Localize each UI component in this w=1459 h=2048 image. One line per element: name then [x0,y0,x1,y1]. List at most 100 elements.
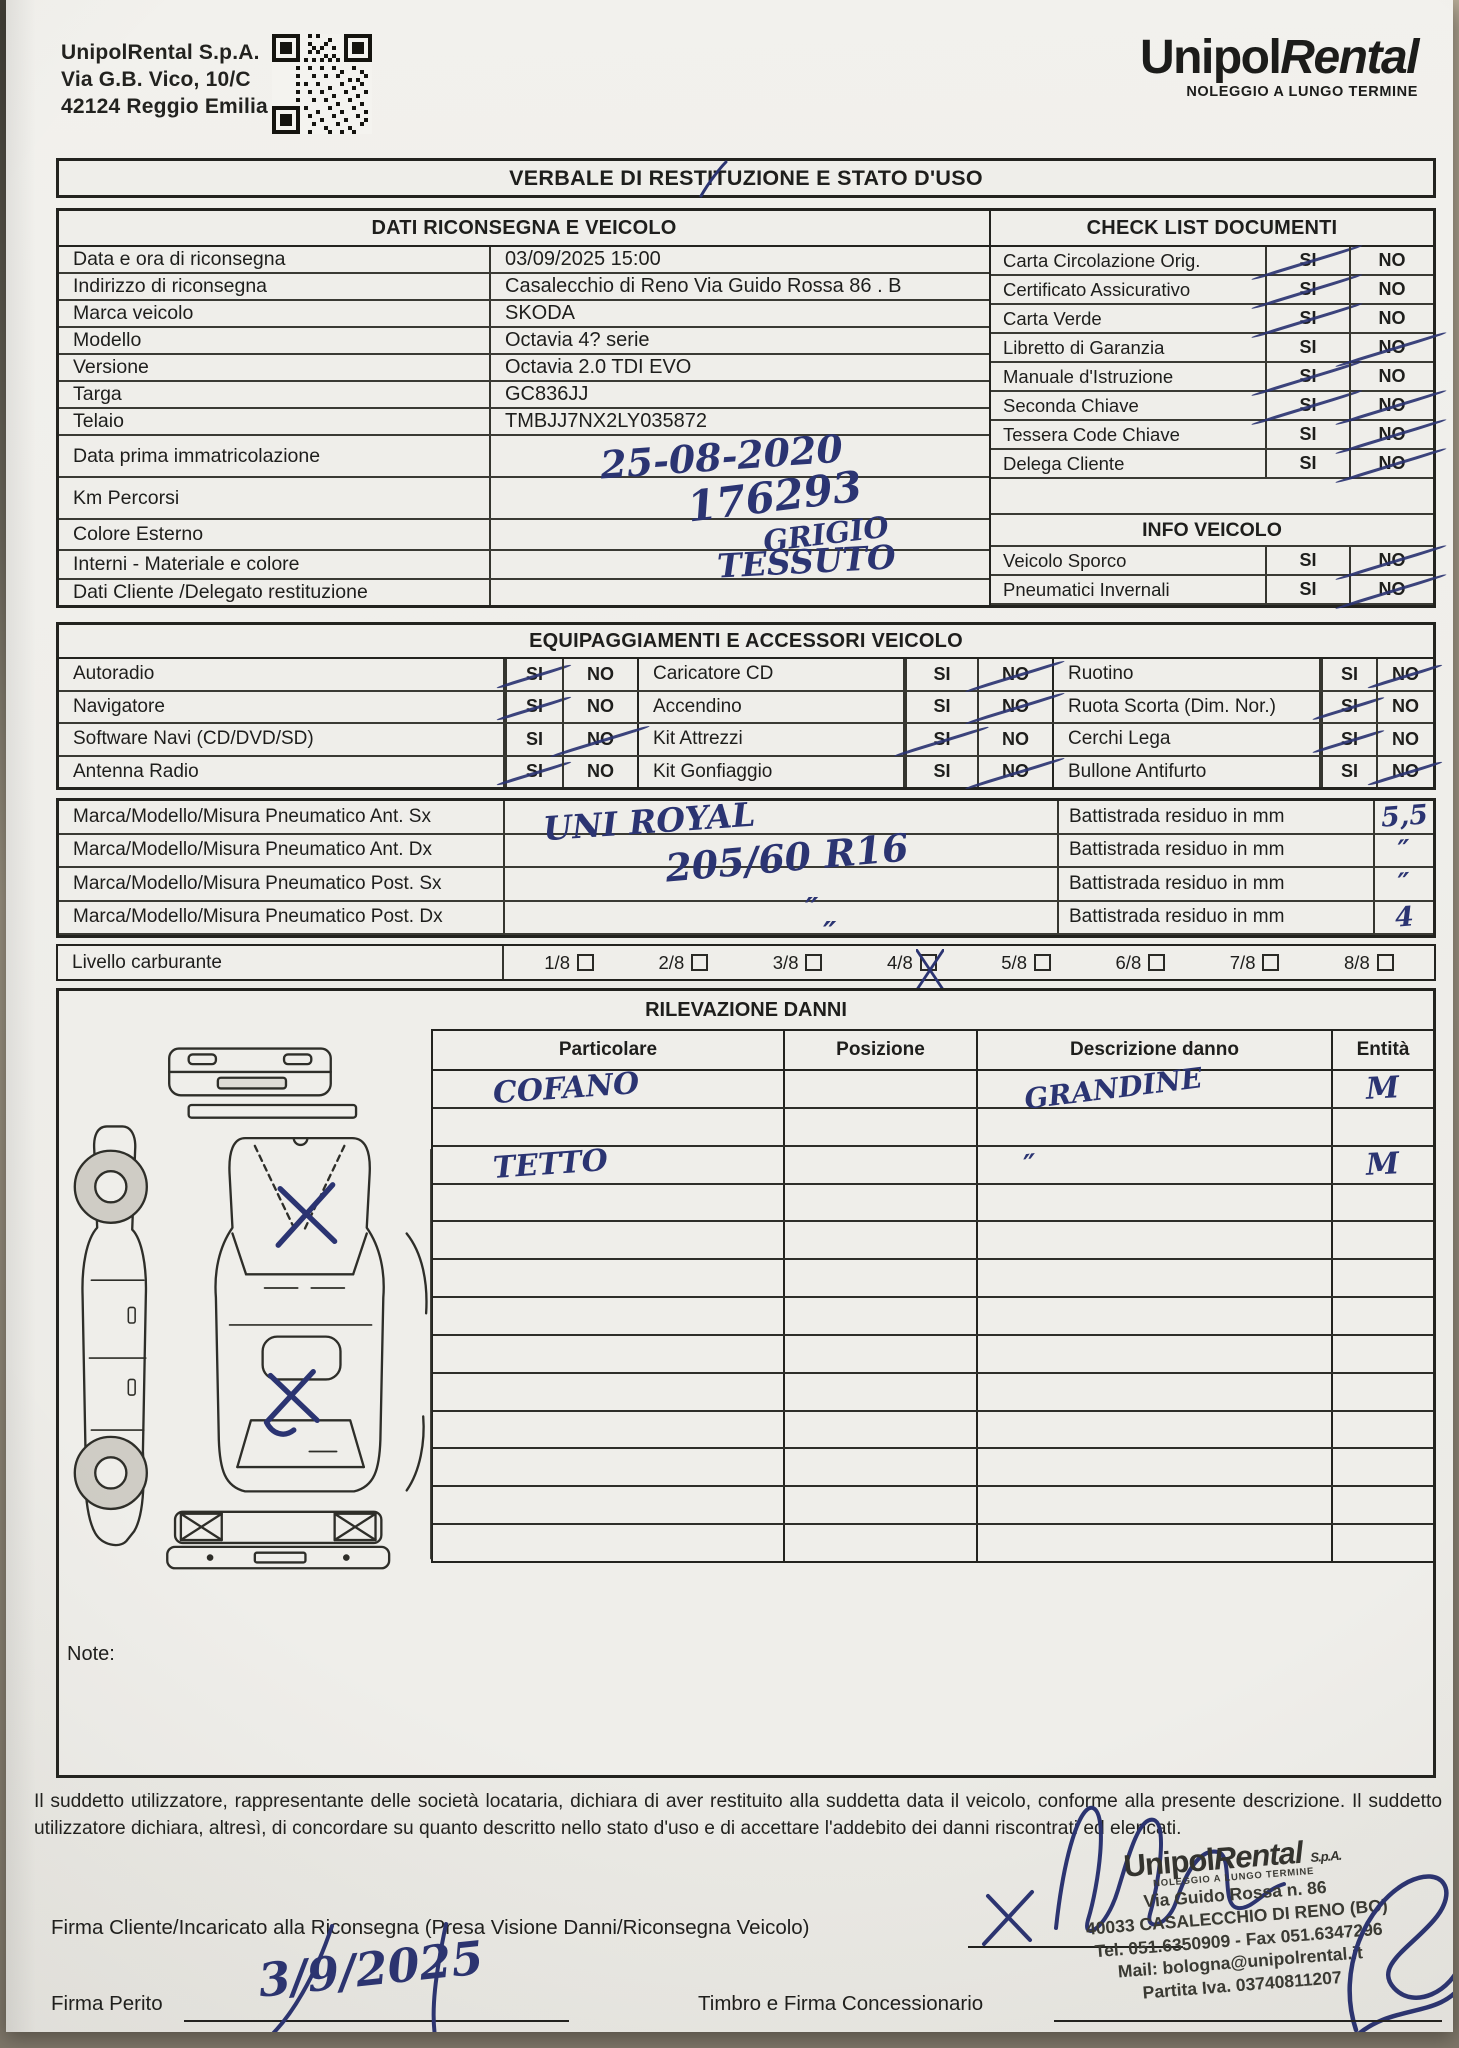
danni-table: Particolare Posizione Descrizione danno … [431,1029,1433,1563]
field-label: Dati Cliente /Delegato restituzione [59,580,491,605]
checkbox-icon [691,954,709,971]
cell-entita: M [1333,1070,1433,1107]
si-cell: SI [1265,547,1349,574]
handwritten-value: TETTO [491,1142,609,1186]
equip-item: Cerchi Lega SI NO [1054,724,1433,755]
danni-row [433,1487,1433,1526]
handwritten-value: ″ [1021,1146,1039,1182]
no-cell: NO [977,691,1054,722]
checklist-label: Manuale d'Istruzione [1003,365,1174,387]
cell-descrizione [978,1108,1333,1145]
field-label: Km Percorsi [59,478,491,518]
cell-particolare: TETTO [433,1142,785,1186]
danni-row [433,1335,1433,1374]
fuel-option-label: 6/8 [1115,951,1142,973]
company-street: Via G.B. Vico, 10/C [61,67,251,91]
cell-entita: M [1333,1146,1433,1183]
checklist-documenti: CHECK LIST DOCUMENTI Carta Circolazione … [989,211,1433,605]
checkbox-icon [1148,954,1166,971]
battistrada-value: 4 [1375,901,1433,933]
value-text: TMBJJ7NX2LY035872 [505,410,707,432]
fuel-option-label: 4/8 [887,951,913,973]
tyre-hand-area [505,902,1057,934]
si-cell: SI [505,691,562,722]
form-title: VERBALE DI RESTITUZIONE E STATO D'USO [56,158,1436,198]
equip-label: Autoradio [59,659,505,690]
fuel-option: 5/8 [1001,952,1051,974]
no-text: NO [1002,761,1029,782]
si-text: SI [1299,453,1317,473]
equip-item: Navigatore SI NO [59,691,639,722]
no-text: NO [1392,761,1419,782]
si-text: SI [1299,279,1317,299]
fuel-option: 4/8 [887,949,944,991]
danni-row [433,1222,1433,1261]
equip-item: Ruotino SI NO [1054,659,1433,690]
cell-descrizione: ″ [978,1146,1333,1183]
si-cell: SI [1321,691,1376,722]
no-cell: NO [562,659,639,690]
field-value: Octavia 2.0 TDI EVO [491,355,989,380]
brand-part-rental: Rental [1280,31,1419,84]
checkbox-icon [576,954,594,971]
si-text: SI [1299,366,1317,386]
fuel-option: 6/8 [1116,952,1166,974]
value-text: Octavia 2.0 TDI EVO [505,356,692,378]
handwritten-value: 5,5 [1379,799,1429,834]
no-text: NO [587,663,614,684]
fuel-label: Livello carburante [58,946,504,979]
value-text: 03/09/2025 15:00 [505,248,661,270]
tyre-hand-area [505,801,1057,833]
equip-item: Kit Attrezzi SI NO [639,724,1054,755]
battistrada-label: Battistrada residuo in mm [1057,834,1375,866]
damage-x-marks [263,1182,338,1437]
no-cell: NO [1376,691,1433,722]
table-row: Versione Octavia 2.0 TDI EVO [59,355,989,382]
brand-part-unipol: Unipol [1140,31,1282,84]
value-text: SKODA [505,302,576,324]
si-cell: SI [505,756,562,787]
brand-wordmark: UnipolRental [746,31,1419,84]
si-cell: SI [905,756,977,787]
section-pneumatici: Marca/Modello/Misura Pneumatico Ant. Sx B… [56,795,1436,949]
tyre-row: Marca/Modello/Misura Pneumatico Post. Dx… [59,901,1433,935]
client-signature [982,1805,1286,1946]
field-label: Marca veicolo [59,301,491,326]
equip-label: Navigatore [59,691,505,722]
equip-label: Caricatore CD [639,659,905,690]
tyre-hand-area [505,835,1057,867]
si-cell: SI [1321,756,1376,787]
danni-title: RILEVAZIONE DANNI [645,998,847,1021]
tyre-label: Marca/Modello/Misura Pneumatico Ant. Dx [59,834,505,866]
danni-row [433,1260,1433,1299]
field-value: 03/09/2025 15:00 [491,247,989,272]
si-text: SI [1299,424,1317,444]
no-text: NO [1378,579,1406,599]
checklist-row: Libretto di Garanzia SI NO [991,334,1433,363]
danni-row [433,1525,1433,1561]
no-text: NO [1002,728,1029,749]
no-text: NO [587,728,614,749]
field-label: Telaio [59,409,491,434]
note-label: Note: [67,1643,115,1665]
table-row: Data e ora di riconsegna 03/09/2025 15:00 [59,247,989,274]
field-label: Indirizzo di riconsegna [59,274,491,299]
table-row: Data prima immatricolazione 25-08-2020 [59,426,989,487]
firma-cliente-label: Firma Cliente/Incaricato alla Riconsegna… [51,1916,810,1939]
battistrada-label: Battistrada residuo in mm [1057,868,1375,900]
cell-particolare [433,1108,785,1145]
si-cell: SI [1265,247,1349,274]
equip-label: Ruotino [1054,659,1321,690]
si-text: SI [933,663,951,684]
field-value: TESSUTO [491,537,989,585]
si-cell: SI [1265,276,1349,303]
cell-posizione [785,1146,978,1183]
dati-table: DATI RICONSEGNA E VEICOLO Data e ora di … [59,211,989,605]
no-text: NO [587,696,614,717]
info-veicolo-title: INFO VEICOLO [991,515,1433,547]
fuel-option-label: 7/8 [1229,951,1256,973]
checklist-label: Carta Circolazione Orig. [1003,249,1201,271]
col-posizione: Posizione [785,1031,978,1069]
equip-label: Accendino [639,691,905,722]
checklist-title: CHECK LIST DOCUMENTI [991,211,1433,247]
